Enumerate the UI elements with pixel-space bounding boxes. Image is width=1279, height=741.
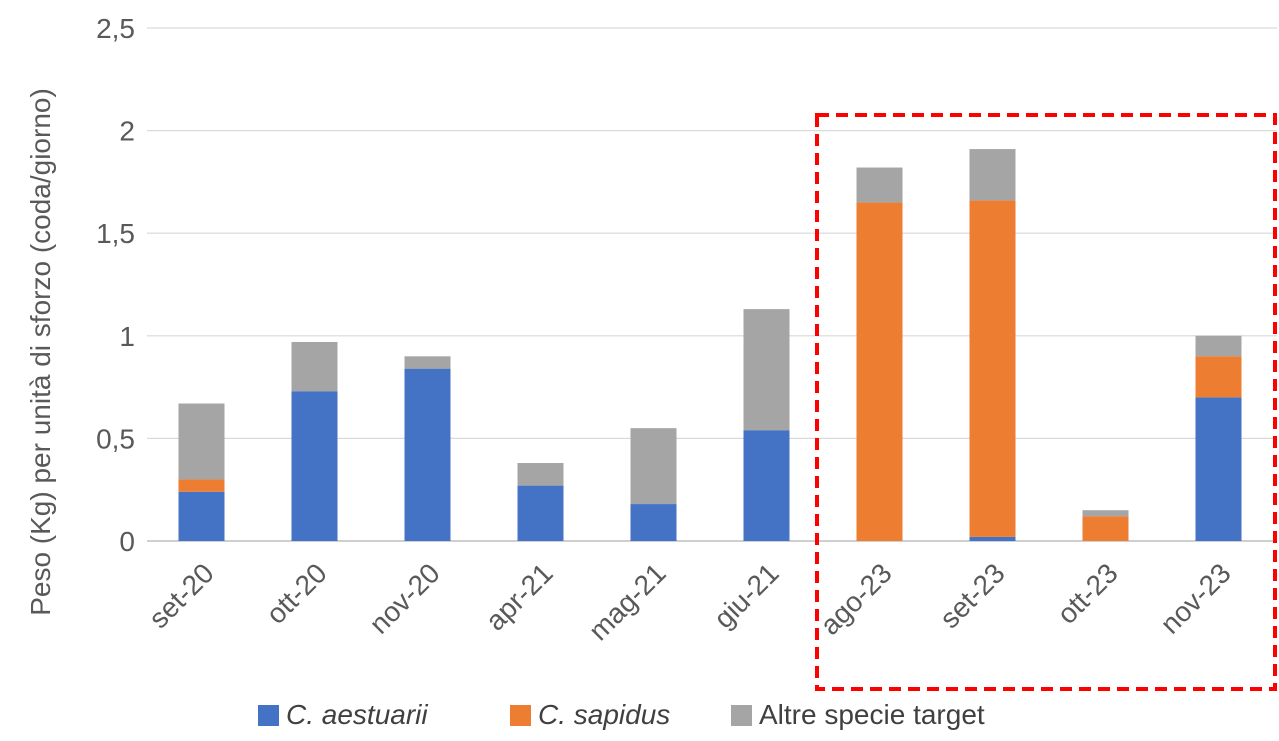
x-tick-label: giu-21 <box>708 557 785 634</box>
bar-segment <box>517 463 564 486</box>
y-tick-label: 0,5 <box>96 423 135 454</box>
bar-segment <box>1195 356 1242 398</box>
bar-segment <box>517 485 564 541</box>
x-tick-label: nov-23 <box>1154 557 1236 639</box>
legend-swatch <box>510 705 531 726</box>
legend-label: Altre specie target <box>759 699 985 730</box>
y-tick-label: 1 <box>119 321 135 352</box>
bar-segment <box>743 430 790 541</box>
bar-segment <box>291 391 338 541</box>
y-tick-label: 2,5 <box>96 13 135 44</box>
bar-segment <box>404 368 451 541</box>
y-tick-label: 0 <box>119 526 135 557</box>
bar-segment <box>1082 510 1129 517</box>
bars <box>178 149 1242 542</box>
x-tick-label: set-23 <box>934 557 1011 634</box>
bar-segment <box>1082 516 1129 541</box>
bar-segment <box>178 491 225 541</box>
legend-label: C. sapidus <box>538 699 670 730</box>
bar-segment <box>969 149 1016 201</box>
bar-segment <box>630 428 677 505</box>
bar-segment <box>630 504 677 541</box>
x-tick-label: nov-20 <box>363 557 445 639</box>
legend-swatch <box>731 705 752 726</box>
x-tick-label: set-20 <box>143 557 220 634</box>
bar-segment <box>743 309 790 431</box>
bar-segment <box>178 403 225 480</box>
x-tick-label: ago-23 <box>814 557 898 641</box>
bar-segment <box>856 202 903 542</box>
y-tick-labels: 0 0,5 1 1,5 2 2,5 <box>96 13 135 557</box>
highlight-box <box>815 113 1277 691</box>
bar-segment <box>969 536 1016 541</box>
y-tick-label: 1,5 <box>96 218 135 249</box>
x-tick-label: apr-21 <box>480 557 559 636</box>
x-tick-label: mag-21 <box>583 557 672 646</box>
bar-segment <box>291 341 338 392</box>
x-tick-label: ott-23 <box>1051 557 1124 630</box>
bar-segment <box>856 167 903 203</box>
bar-segment <box>1195 397 1242 541</box>
x-tick-label: ott-20 <box>260 557 333 630</box>
bar-segment <box>178 479 225 492</box>
bar-segment <box>1195 335 1242 357</box>
bar-segment <box>969 200 1016 537</box>
y-axis-title: Peso (Kg) per unità di sforzo (coda/gior… <box>25 88 56 616</box>
y-tick-label: 2 <box>119 116 135 147</box>
legend: C. aestuarii C. sapidus Altre specie targe… <box>258 699 985 730</box>
bar-segment <box>404 356 451 369</box>
legend-swatch <box>258 705 279 726</box>
x-tick-labels: set-20 ott-20 nov-20 apr-21 mag-21 giu-21 ago-… <box>143 557 1237 646</box>
legend-label: C. aestuarii <box>286 699 428 730</box>
